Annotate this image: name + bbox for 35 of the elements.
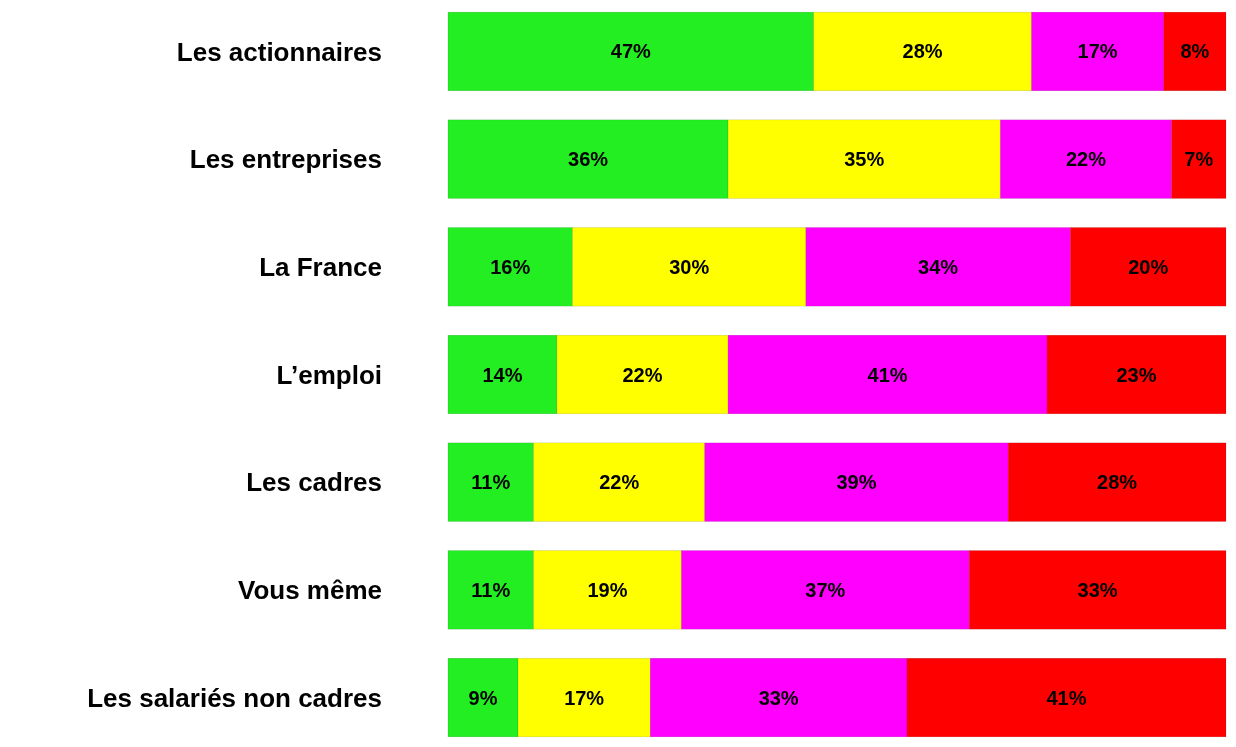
data-label: 19%	[587, 578, 628, 601]
data-label: 11%	[471, 471, 511, 494]
data-label: 28%	[902, 40, 943, 63]
data-label: 34%	[918, 255, 959, 278]
data-label: 22%	[1065, 148, 1107, 171]
data-label: 33%	[758, 686, 799, 709]
data-label: 9%	[468, 686, 498, 709]
data-label: 20%	[1128, 255, 1169, 278]
y-tick-label: Les entreprises	[189, 144, 382, 175]
data-label: 22%	[622, 363, 663, 386]
data-label: 47%	[610, 40, 652, 63]
data-label: 22%	[599, 471, 640, 494]
y-tick-label: Les cadres	[246, 467, 382, 498]
data-label: 41%	[867, 363, 908, 386]
y-tick-label: La France	[259, 251, 382, 282]
data-label: 17%	[564, 686, 605, 709]
data-label: 39%	[836, 471, 877, 494]
y-tick-label: Vous même	[237, 574, 382, 605]
data-label: 7%	[1184, 148, 1214, 171]
data-label: 8%	[1180, 40, 1210, 63]
y-tick-label: Les salariés non cadres	[87, 682, 382, 713]
y-tick-label: L’emploi	[276, 359, 382, 390]
data-label: 36%	[568, 148, 609, 171]
data-label: 30%	[669, 255, 710, 278]
data-label: 16%	[490, 255, 531, 278]
data-label: 41%	[1046, 686, 1087, 709]
data-label: 33%	[1077, 578, 1118, 601]
data-label: 35%	[844, 148, 885, 171]
y-tick-label: Les actionnaires	[176, 36, 382, 67]
data-label: 14%	[482, 363, 523, 386]
data-label: 23%	[1116, 363, 1157, 386]
data-label: 28%	[1097, 471, 1138, 494]
data-label: 37%	[805, 578, 846, 601]
data-label: 17%	[1077, 40, 1118, 63]
data-label: 11%	[471, 578, 511, 601]
